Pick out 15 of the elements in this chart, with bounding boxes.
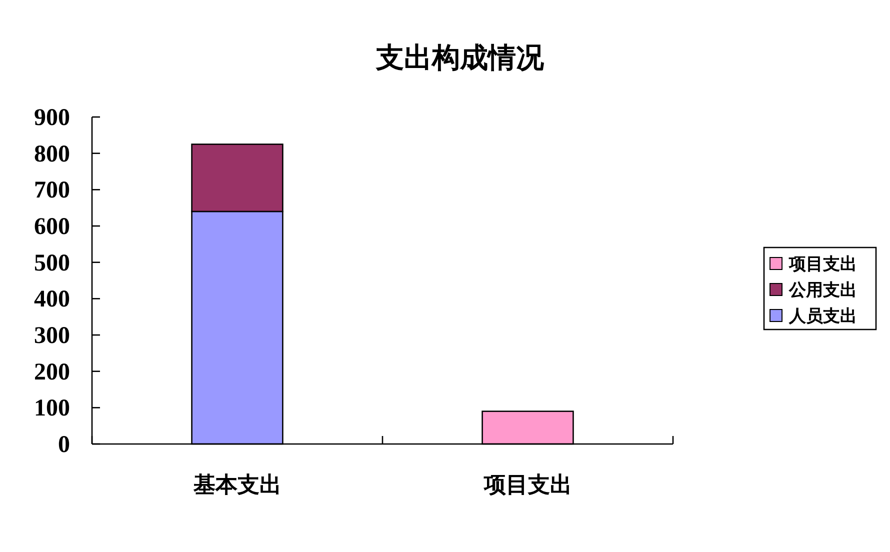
y-tick-label: 0 (58, 432, 70, 458)
y-tick-label: 900 (34, 105, 70, 131)
y-tick-label: 400 (34, 286, 70, 313)
title: 支出构成情况 (376, 43, 544, 74)
y-tick-label: 500 (34, 250, 70, 276)
y-tick-label: 800 (34, 141, 70, 168)
y-tick-label: 600 (34, 214, 70, 240)
legend-label: 人员支出 (788, 306, 857, 326)
y-tick-label: 700 (34, 178, 70, 204)
x-tick-label: 基本支出 (192, 472, 282, 497)
y-tick-label: 100 (34, 396, 70, 422)
legend-label: 公用支出 (788, 280, 857, 300)
y-tick-label: 200 (34, 359, 70, 386)
legend-label: 项目支出 (788, 254, 857, 274)
y-tick-label: 300 (34, 323, 70, 349)
